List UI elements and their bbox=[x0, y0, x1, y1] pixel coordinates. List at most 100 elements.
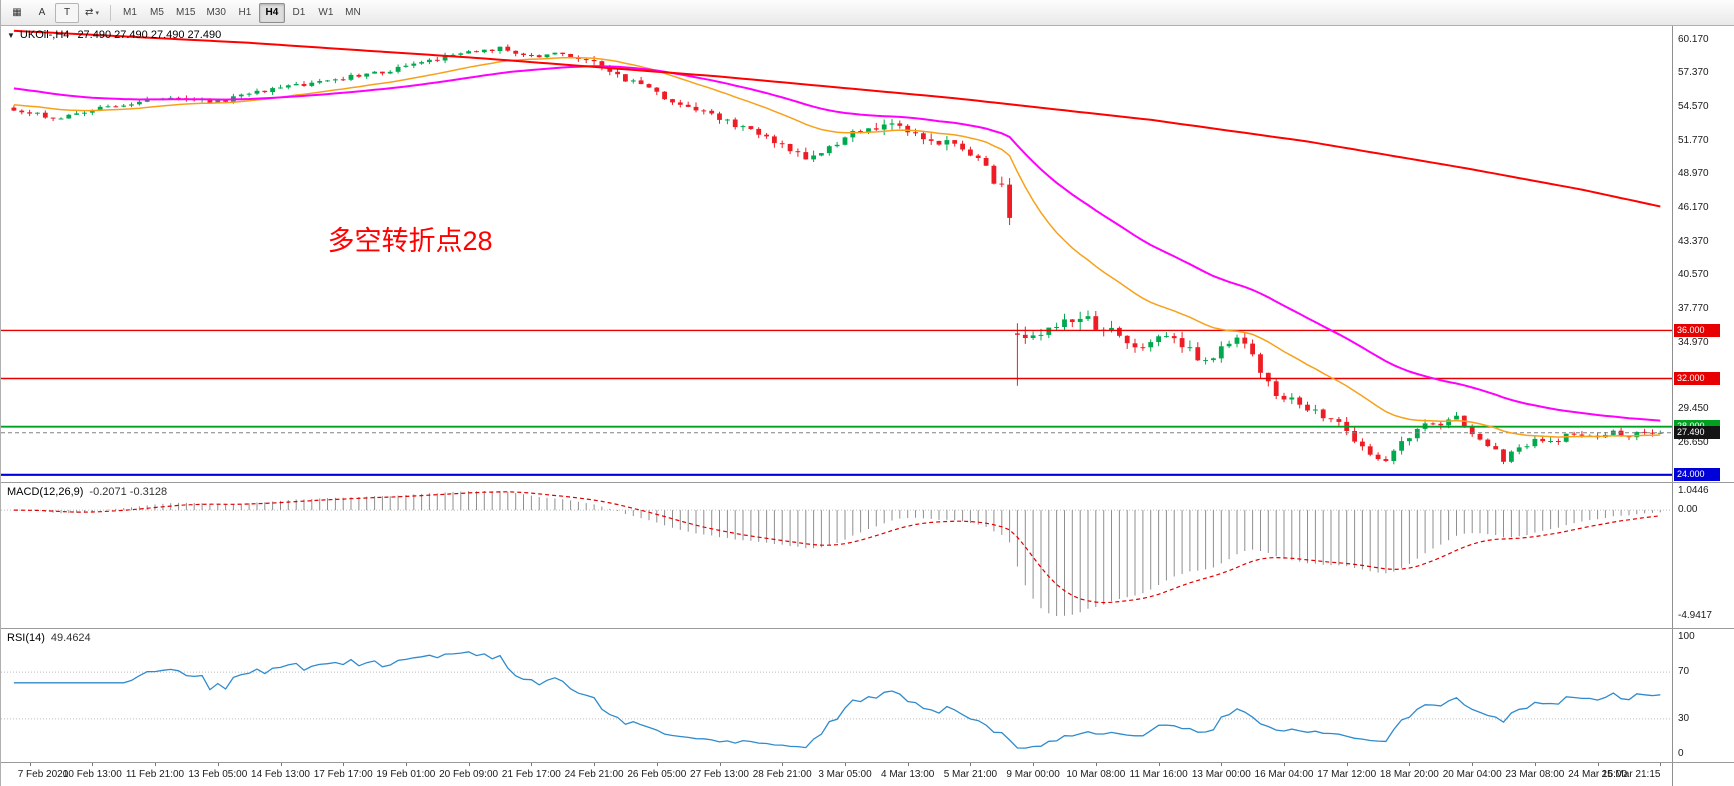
chart-grid-icon-button[interactable]: ▦ bbox=[5, 3, 29, 23]
candle bbox=[301, 84, 307, 86]
timeframe-button-w1[interactable]: W1 bbox=[313, 3, 339, 23]
candle bbox=[1289, 397, 1295, 400]
time-tick-label: 10 Feb 13:00 bbox=[62, 769, 122, 780]
ma-fast-orange-line bbox=[13, 56, 1661, 438]
candle bbox=[1360, 441, 1365, 447]
candle bbox=[42, 112, 48, 118]
candle bbox=[1273, 381, 1279, 396]
candle bbox=[756, 128, 762, 135]
time-tick-mark bbox=[1284, 763, 1285, 766]
price-chart-canvas[interactable] bbox=[1, 26, 1672, 482]
timeframe-button-m5[interactable]: M5 bbox=[144, 3, 170, 23]
candle bbox=[866, 128, 871, 133]
timeframe-button-h1[interactable]: H1 bbox=[232, 3, 258, 23]
ma-mid-magenta-line bbox=[13, 65, 1661, 422]
timeframe-button-m30[interactable]: M30 bbox=[201, 3, 230, 23]
time-tick-label: 26 Feb 05:00 bbox=[627, 769, 687, 780]
time-tick-mark bbox=[280, 763, 282, 766]
cursor-tool-button[interactable]: A bbox=[30, 3, 54, 23]
candle bbox=[889, 123, 895, 125]
price-axis: 60.170 57.370 54.570 51.770 48.970 46.170 43.3… bbox=[1672, 26, 1734, 482]
one-click-collapse-icon[interactable]: ▼ bbox=[7, 31, 15, 40]
time-tick-mark bbox=[29, 763, 31, 766]
time-tick-label: 24 Feb 21:00 bbox=[564, 769, 624, 780]
candle bbox=[1077, 318, 1083, 322]
macd-axis-label: 0.00 bbox=[1678, 504, 1698, 516]
candle bbox=[66, 114, 72, 119]
candle bbox=[772, 136, 777, 144]
price-tick-label: 57.370 bbox=[1678, 67, 1709, 79]
time-tick-label: 20 Feb 09:00 bbox=[439, 769, 499, 780]
chart-annotation-text[interactable]: 多空转折点28 bbox=[327, 225, 493, 256]
candle bbox=[1414, 429, 1420, 439]
main-chart-panel: 60.170 57.370 54.570 51.770 48.970 46.170 43.3… bbox=[1, 26, 1734, 483]
timeframe-button-m15[interactable]: M15 bbox=[171, 3, 200, 23]
candle bbox=[803, 152, 809, 160]
time-tick-mark bbox=[92, 763, 94, 766]
time-tick-mark bbox=[970, 763, 972, 766]
candle bbox=[1328, 418, 1334, 420]
candle bbox=[1642, 431, 1647, 433]
candle bbox=[1132, 343, 1138, 348]
candle bbox=[27, 112, 32, 114]
candle bbox=[1148, 342, 1154, 348]
candle bbox=[474, 51, 479, 53]
candle bbox=[1069, 319, 1075, 322]
candle bbox=[1046, 327, 1052, 335]
candle bbox=[458, 53, 464, 55]
candle bbox=[223, 100, 228, 102]
candle bbox=[544, 54, 550, 58]
candle bbox=[74, 113, 79, 115]
time-tick-mark bbox=[1158, 763, 1160, 766]
candle bbox=[1336, 419, 1342, 422]
candle bbox=[1156, 336, 1161, 342]
macd-canvas[interactable] bbox=[1, 483, 1672, 628]
candle bbox=[1579, 434, 1585, 436]
candle bbox=[795, 151, 801, 153]
chart-cycle-button[interactable]: ⇄ ▾ bbox=[80, 3, 104, 23]
candle bbox=[262, 90, 268, 93]
toolbar-separator bbox=[110, 4, 111, 21]
time-tick-label: 13 Feb 05:00 bbox=[188, 769, 248, 780]
time-tick-mark bbox=[907, 763, 909, 766]
candle bbox=[1618, 430, 1624, 437]
time-tick-label: 24 Mar 16:00 bbox=[1568, 769, 1628, 780]
candle bbox=[348, 74, 354, 80]
candle bbox=[1634, 431, 1640, 438]
price-tick-label: 51.770 bbox=[1678, 134, 1709, 146]
time-axis: 7 Feb 2020 10 Feb 13:00 11 Feb 21:00 13 Feb… bbox=[1, 763, 1734, 786]
rsi-canvas[interactable] bbox=[1, 629, 1672, 762]
candle bbox=[1030, 335, 1036, 338]
time-tick-mark bbox=[1597, 763, 1599, 766]
candle bbox=[536, 55, 542, 58]
candle bbox=[285, 85, 291, 88]
candle bbox=[685, 104, 691, 107]
timeframe-button-m1[interactable]: M1 bbox=[117, 3, 143, 23]
candle bbox=[623, 74, 628, 82]
candle bbox=[1218, 346, 1224, 359]
candle bbox=[1391, 450, 1397, 461]
candle bbox=[1352, 431, 1357, 442]
candle bbox=[505, 46, 511, 51]
timeframe-button-d1[interactable]: D1 bbox=[286, 3, 312, 23]
price-tick-label: 46.170 bbox=[1678, 202, 1709, 214]
candle bbox=[819, 153, 824, 156]
candle bbox=[317, 81, 323, 83]
candle bbox=[1571, 433, 1577, 435]
toolbar: ▦ A T ⇄ ▾ M1 M5 M15 M30 H1 H4 D1 W1 MN bbox=[1, 0, 1734, 26]
candle bbox=[1501, 449, 1506, 462]
candle bbox=[1242, 337, 1248, 344]
timeframe-button-h4[interactable]: H4 bbox=[258, 2, 285, 23]
chart-title-bar: ▼ UKOil-,H4 27.490 27.490 27.490 27.490 bbox=[7, 29, 221, 41]
rsi-header: RSI(14) 49.4624 bbox=[7, 632, 91, 644]
timeframe-button-mn[interactable]: MN bbox=[340, 3, 366, 23]
candle bbox=[630, 80, 636, 82]
candle bbox=[740, 126, 746, 128]
candle bbox=[1297, 397, 1303, 405]
candle bbox=[1563, 433, 1569, 442]
candle bbox=[129, 104, 134, 106]
candle bbox=[999, 183, 1005, 185]
candle bbox=[560, 52, 566, 54]
candle bbox=[1054, 327, 1059, 328]
text-tool-button[interactable]: T bbox=[55, 2, 79, 23]
